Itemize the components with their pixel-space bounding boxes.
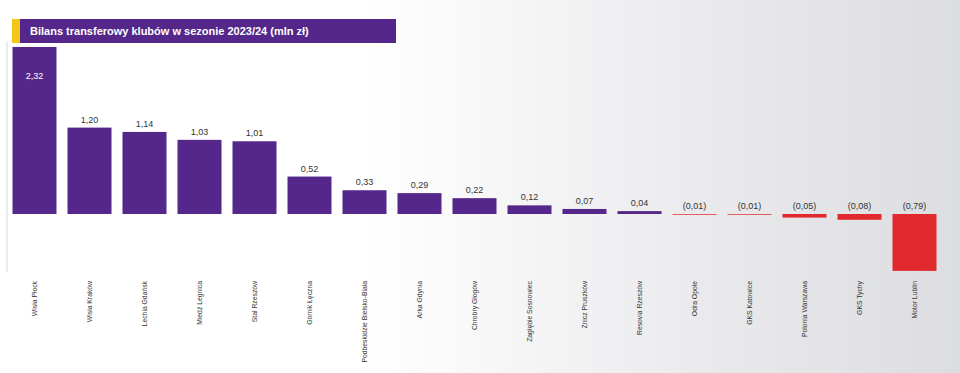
data-label: 1,20 — [81, 115, 99, 125]
x-tick-label: Znicz Pruszków — [581, 281, 588, 329]
bar — [288, 177, 332, 214]
title-accent — [12, 19, 20, 43]
data-label: 0,22 — [466, 185, 484, 195]
data-label: (0,05) — [793, 201, 817, 211]
y-axis-line — [7, 41, 8, 271]
bar — [618, 211, 662, 214]
bar — [398, 193, 442, 214]
bar — [178, 140, 222, 214]
x-tick-label: Arka Gdynia — [416, 281, 424, 319]
title: Bilans transferowy klubów w sezonie 2023… — [30, 25, 309, 37]
data-label: 0,33 — [356, 177, 374, 187]
bar — [453, 198, 497, 214]
bar — [893, 214, 937, 271]
data-label: 0,04 — [631, 198, 649, 208]
bar — [563, 209, 607, 214]
bar — [673, 214, 717, 216]
x-tick-label: Odra Opole — [691, 281, 699, 316]
data-label: (0,79) — [903, 201, 927, 211]
bar — [13, 47, 57, 214]
bar — [728, 214, 772, 216]
data-label: 0,07 — [576, 196, 594, 206]
x-tick-label: Miedź Legnica — [196, 281, 204, 325]
x-tick-label: Lechia Gdańsk — [141, 280, 148, 326]
data-label: 0,29 — [411, 180, 429, 190]
data-label: 2,32 — [26, 71, 44, 81]
bar — [508, 205, 552, 214]
x-tick-label: Podbeskidzie Bielsko-Biała — [361, 281, 368, 363]
labels: 2,32 Wisła Płock 1,20 Wisła Kraków 1,14 Lechi… — [26, 71, 927, 363]
bars — [13, 47, 937, 271]
x-tick-label: Górnik Łęczna — [306, 281, 314, 325]
chart: Bilans transferowy klubów w sezonie 2023… — [0, 0, 960, 373]
x-tick-label: Wisła Kraków — [86, 281, 93, 322]
bar — [233, 141, 277, 214]
x-tick-label: Stal Rzeszów — [251, 281, 258, 322]
x-tick-label: Resovia Rzeszów — [636, 281, 643, 335]
data-label: (0,01) — [738, 201, 762, 211]
bar — [838, 214, 882, 220]
x-tick-label: Motor Lublin — [911, 281, 918, 319]
data-label: 1,14 — [136, 119, 154, 129]
data-label: 1,03 — [191, 127, 209, 137]
x-tick-label: GKS Katowice — [746, 281, 753, 325]
data-label: (0,08) — [848, 201, 872, 211]
title-banner — [12, 19, 396, 43]
x-tick-label: GKS Tychy — [856, 280, 864, 314]
x-tick-label: Chrobry Głogów — [471, 281, 479, 330]
data-label: 1,01 — [246, 128, 264, 138]
x-tick-label: Polonia Warszawa — [801, 281, 808, 337]
data-label: 0,52 — [301, 164, 319, 174]
x-tick-label: Zagłębie Sosnowiec — [526, 280, 534, 341]
data-label: 0,12 — [521, 192, 539, 202]
x-tick-label: Wisła Płock — [31, 280, 38, 316]
data-label: (0,01) — [683, 201, 707, 211]
bar — [123, 132, 167, 214]
background — [0, 0, 960, 373]
bar — [343, 190, 387, 214]
bar — [68, 128, 112, 214]
bar — [783, 214, 827, 218]
